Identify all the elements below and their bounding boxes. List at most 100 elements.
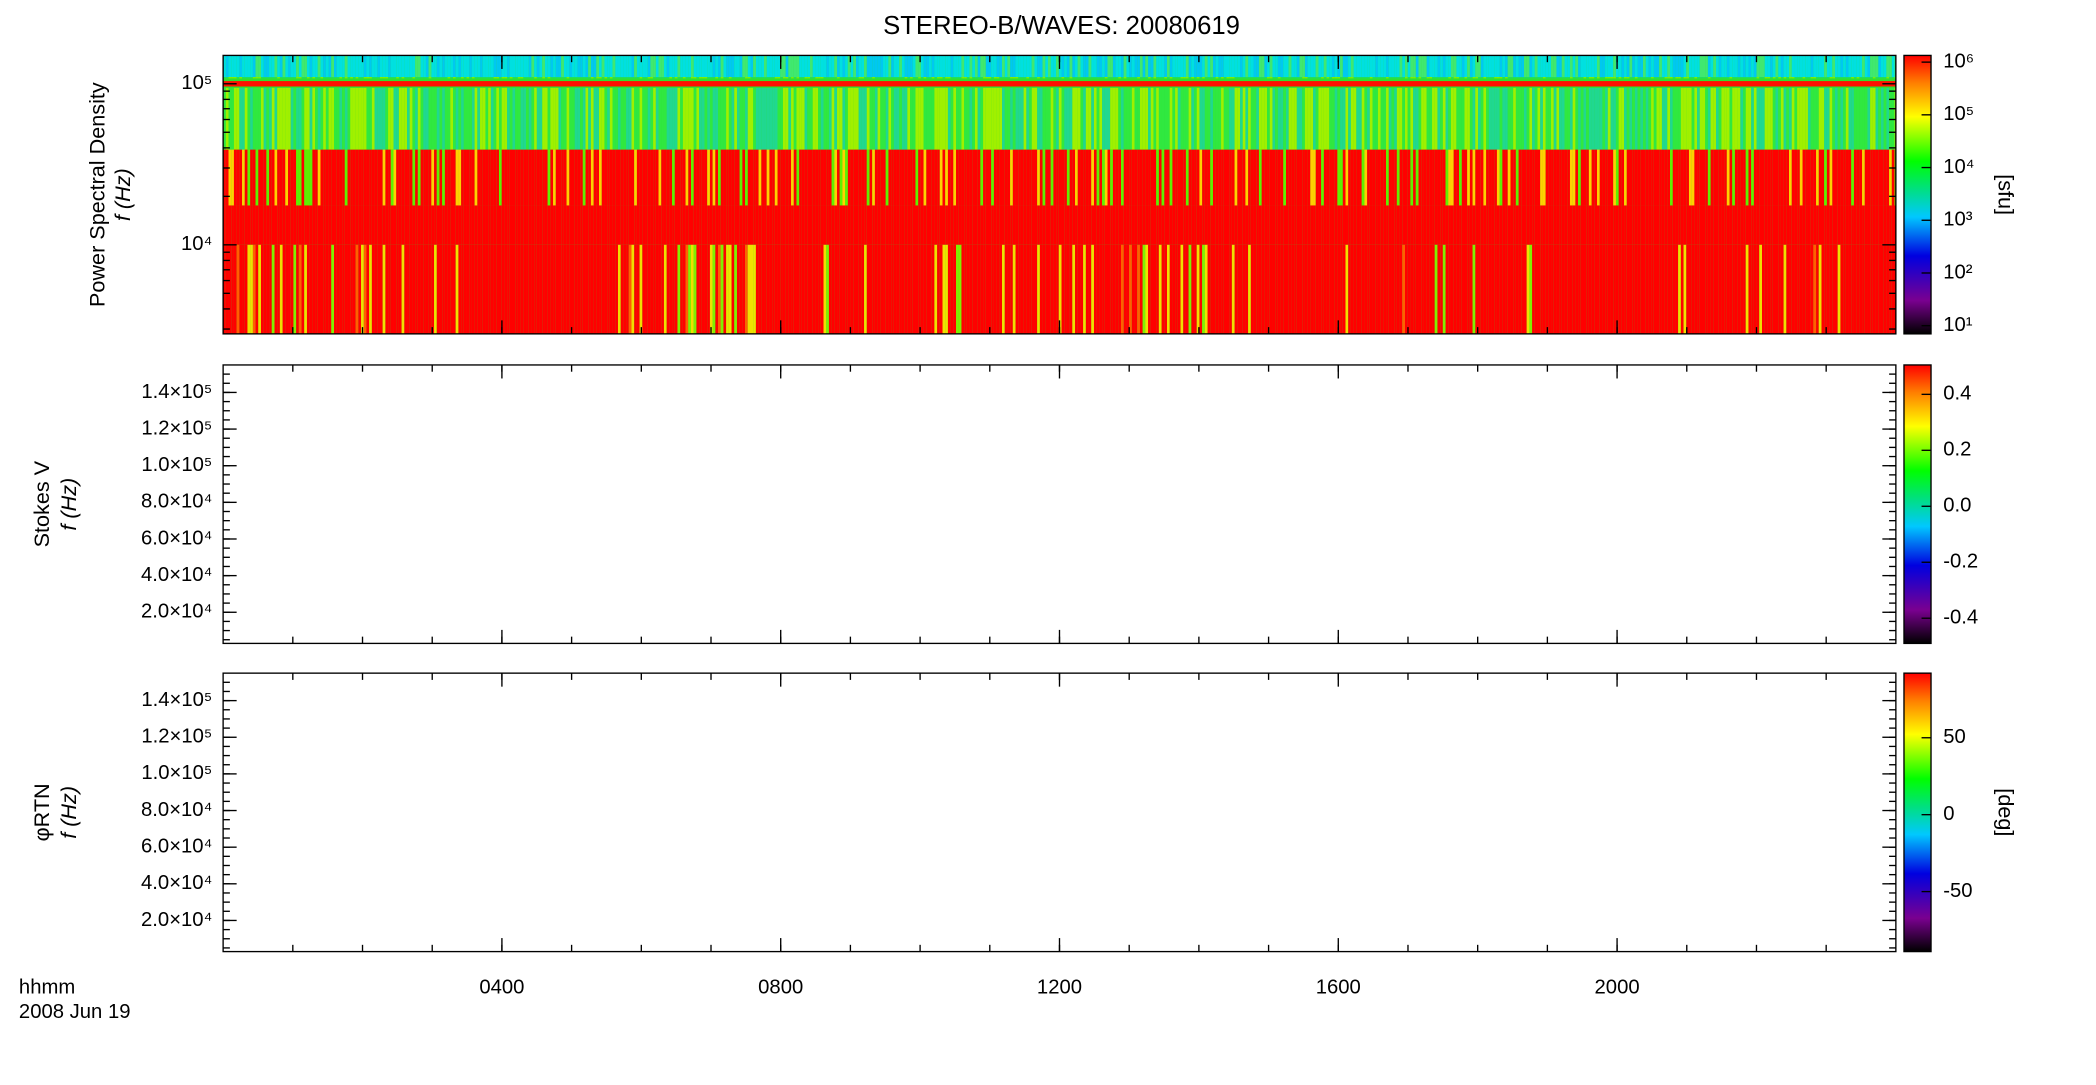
spectrogram-cell [1532,55,1535,78]
spectrogram-cell [1245,87,1249,150]
spectrogram-cell [1275,205,1278,245]
spectrogram-cell [883,55,886,78]
spectrogram-cell [358,244,362,334]
spectrogram-cell [1556,87,1560,150]
spectrogram-cell [1348,87,1351,150]
spectrogram-cell [1621,77,1625,79]
spectrogram-cell [1588,55,1592,78]
spectrogram-cell [1537,149,1541,206]
spectrogram-cell [436,205,440,245]
spectrogram-cell [1510,87,1514,150]
spectrogram-cell [1275,77,1278,79]
spectrogram-cell [1883,55,1887,78]
spectrogram-cell [1107,149,1111,206]
spectrogram-cell [325,205,329,245]
spectrogram-cell [1845,87,1849,150]
spectrogram-cell [271,149,275,206]
spectrogram-cell [1699,87,1703,150]
spectrogram-cell [628,55,632,78]
spectrogram-cell [1388,77,1392,79]
spectrogram-cell [1575,149,1579,206]
spectrogram-cell [331,244,335,334]
spectrogram-cell [1797,87,1800,150]
spectrogram-cell [1591,55,1595,78]
spectrogram-cell [1716,77,1719,79]
spectrogram-cell [1702,77,1706,79]
spectrogram-cell [523,55,527,78]
spectrogram-cell [993,87,997,150]
spectrogram-cell [1459,77,1462,79]
spectrogram-cell [1088,244,1092,334]
spectrogram-cell [1829,205,1833,245]
spectrogram-cell [1115,149,1119,206]
spectrogram-cell [1386,87,1389,150]
spectrogram-cell [260,87,264,150]
spectrogram-cell [274,55,278,78]
spectrogram-cell [1761,244,1765,334]
spectrogram-cell [1651,87,1654,150]
spectrogram-cell [769,149,773,206]
spectrogram-cell [1413,77,1416,79]
spectrogram-cell [490,205,494,245]
spectrogram-cell [877,77,881,79]
spectrogram-cell [250,87,253,150]
spectrogram-cell [296,149,299,206]
spectrogram-cell [547,87,551,150]
spectrogram-cell [1418,149,1422,206]
spectrogram-cell [1410,205,1414,245]
spectrogram-cell [1437,149,1441,206]
spectrogram-cell [1359,205,1362,245]
spectrogram-cell [1624,149,1627,206]
spectrogram-cell [417,149,421,206]
spectrogram-cell [1180,87,1184,150]
spectrogram-cell [279,205,283,245]
spectrogram-cell [1367,149,1370,206]
spectrogram-cell [1721,87,1725,150]
spectrogram-cell [455,55,459,78]
spectrogram-cell [1129,55,1132,78]
spectrogram-cell [1407,205,1411,245]
spectrogram-cell [772,77,775,79]
spectrogram-cell [1883,244,1887,334]
spectrogram-cell [1058,205,1062,245]
spectrogram-cell [415,55,418,78]
spectrogram-cell [764,77,767,79]
spectrogram-cell [961,77,965,79]
spectrogram-cell [1759,149,1762,206]
spectrogram-cell [1459,205,1462,245]
spectrogram-cell [1394,77,1397,79]
spectrogram-cell [388,149,391,206]
spectrogram-cell [666,149,670,206]
spectrogram-cell [1480,244,1484,334]
spectrogram-cell [377,55,380,78]
spectrogram-cell [1121,55,1124,78]
spectrogram-cell [1653,244,1657,334]
spectrogram-cell [1586,149,1589,206]
spectrogram-cell [260,149,264,206]
spectrogram-cell [228,87,232,150]
spectrogram-cell [1221,149,1224,206]
spectrogram-cell [1134,205,1138,245]
spectrogram-cell [888,205,892,245]
spectrogram-cell [1653,87,1657,150]
spectrogram-cell [1034,205,1038,245]
spectrogram-cell [1794,87,1798,150]
spectrogram-cell [691,77,694,79]
colorbar-tick-label: 10¹ [1943,314,1973,336]
spectrogram-cell [274,205,278,245]
spectrogram-cell [1180,77,1184,79]
spectrogram-cell [1240,149,1243,206]
spectrogram-cell [1767,77,1771,79]
spectrogram-cell [1121,87,1124,150]
spectrogram-cell [344,149,348,206]
spectrogram-cell [304,205,307,245]
spectrogram-cell [369,55,372,78]
spectrogram-cell [761,149,765,206]
spectrogram-cell [604,149,608,206]
spectrogram-cell [1302,149,1305,206]
spectrogram-cell [939,55,943,78]
spectrogram-cell [1499,77,1503,79]
spectrogram-cell [244,244,248,334]
spectrogram-cell [891,77,894,79]
spectrogram-cell [547,55,551,78]
